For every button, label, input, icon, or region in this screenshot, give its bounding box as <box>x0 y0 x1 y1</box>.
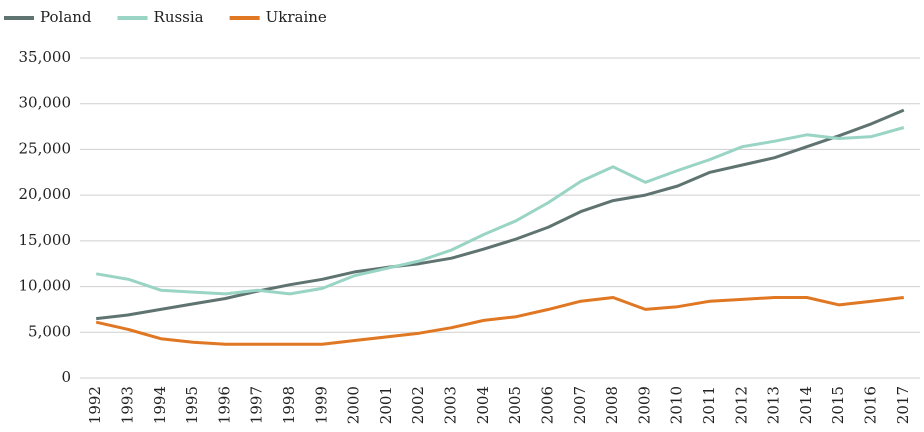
x-tick-label: 2011 <box>700 386 718 424</box>
x-tick-label: 2004 <box>474 386 492 424</box>
legend-label: Ukraine <box>266 8 327 26</box>
x-tick-label: 1994 <box>151 386 169 424</box>
x-tick-label: 2007 <box>571 386 589 424</box>
x-tick-label: 2006 <box>538 386 556 424</box>
legend-label: Russia <box>154 8 204 26</box>
y-tick-label: 5,000 <box>28 322 71 340</box>
x-tick-label: 2017 <box>894 386 912 424</box>
x-tick-label: 2008 <box>603 386 621 424</box>
y-tick-label: 35,000 <box>19 48 72 66</box>
x-tick-label: 2001 <box>377 386 395 424</box>
series-line <box>95 296 904 346</box>
series-line <box>95 126 905 296</box>
y-tick-label: 15,000 <box>19 231 72 249</box>
series-line <box>96 108 905 321</box>
y-tick-label: 25,000 <box>19 139 72 157</box>
y-tick-label: 10,000 <box>19 277 72 295</box>
x-tick-label: 2000 <box>345 386 363 424</box>
x-tick-label: 1999 <box>312 386 330 424</box>
y-tick-label: 20,000 <box>19 185 72 203</box>
x-tick-label: 1995 <box>183 386 201 424</box>
x-tick-label: 2010 <box>668 386 686 424</box>
y-tick-label: 30,000 <box>19 94 72 112</box>
x-tick-label: 2013 <box>765 386 783 424</box>
x-tick-label: 2012 <box>732 386 750 424</box>
x-tick-label: 2015 <box>829 386 847 424</box>
x-tick-label: 1998 <box>280 386 298 424</box>
x-tick-label: 2016 <box>862 386 880 424</box>
x-tick-label: 1992 <box>86 386 104 424</box>
x-tick-label: 1993 <box>118 386 136 424</box>
legend-label: Poland <box>40 8 92 26</box>
x-tick-label: 2009 <box>635 386 653 424</box>
x-tick-label: 2014 <box>797 386 815 424</box>
x-tick-label: 1997 <box>248 386 266 424</box>
x-tick-label: 2003 <box>442 386 460 424</box>
x-tick-label: 1996 <box>215 386 233 424</box>
y-tick-label: 0 <box>61 368 71 386</box>
x-tick-label: 2002 <box>409 386 427 424</box>
x-tick-label: 2005 <box>506 386 524 424</box>
